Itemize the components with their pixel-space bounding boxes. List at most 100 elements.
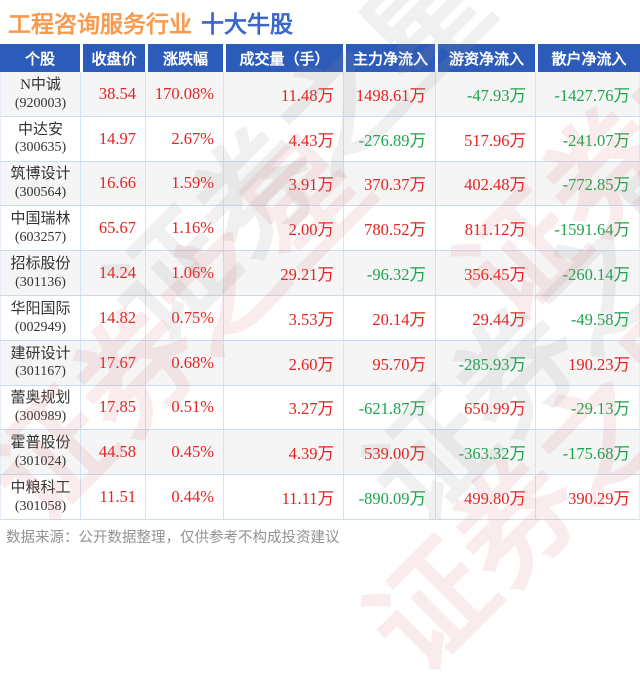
- volume-cell: 3.53万: [223, 295, 343, 341]
- main-netflow-cell: -621.87万: [343, 385, 435, 431]
- stock-cell: N中诚 (920003): [0, 72, 80, 117]
- stock-code: (603257): [14, 229, 67, 245]
- main-netflow-cell: -96.32万: [343, 251, 435, 296]
- retail-netflow-cell: 390.29万: [535, 475, 640, 520]
- table-row: 中达安 (300635) 14.97 2.67% 4.43万 -276.89万 517.96…: [0, 116, 640, 162]
- hotmoney-netflow-cell: 356.45万: [435, 251, 535, 296]
- hotmoney-netflow-cell: -47.93万: [435, 72, 535, 117]
- title-industry-name: 工程咨询服务行业: [8, 11, 192, 37]
- stock-code: (300989): [14, 409, 67, 425]
- hotmoney-netflow-cell: 517.96万: [435, 116, 535, 162]
- stock-cell: 招标股份 (301136): [0, 251, 80, 296]
- hotmoney-netflow-cell: -285.93万: [435, 340, 535, 386]
- stock-cell: 筑博设计 (300564): [0, 161, 80, 207]
- volume-cell: 3.91万: [223, 161, 343, 207]
- col-header-change-percent: 涨跌幅: [145, 44, 223, 72]
- stock-cell: 建研设计 (301167): [0, 340, 80, 386]
- hotmoney-netflow-cell: 499.80万: [435, 475, 535, 520]
- close-price-cell: 38.54: [80, 72, 145, 117]
- stock-name: 筑博设计: [10, 166, 71, 183]
- volume-cell: 11.48万: [223, 72, 343, 117]
- volume-cell: 4.43万: [223, 116, 343, 162]
- main-netflow-cell: -276.89万: [343, 116, 435, 162]
- volume-cell: 11.11万: [223, 475, 343, 520]
- stock-name: 中达安: [17, 121, 63, 138]
- stock-code: (301167): [15, 364, 66, 380]
- page-title: 工程咨询服务行业 十大牛股: [8, 5, 293, 39]
- change-percent-cell: 1.06%: [145, 251, 223, 296]
- close-price-cell: 16.66: [80, 161, 145, 207]
- change-percent-cell: 0.51%: [145, 385, 223, 431]
- stock-cell: 华阳国际 (002949): [0, 295, 80, 341]
- close-price-cell: 17.85: [80, 385, 145, 431]
- stock-name: 建研设计: [10, 345, 71, 362]
- close-price-cell: 14.82: [80, 295, 145, 341]
- volume-cell: 29.21万: [223, 251, 343, 296]
- volume-cell: 2.00万: [223, 206, 343, 252]
- top-stocks-table: 个股 收盘价 涨跌幅 成交量（手） 主力净流入 游资净流入 散户净流入 N中诚 (…: [0, 44, 640, 520]
- table-body: N中诚 (920003) 38.54 170.08% 11.48万 1498.61万 -47…: [0, 72, 640, 520]
- main-netflow-cell: 95.70万: [343, 340, 435, 386]
- retail-netflow-cell: -1427.76万: [535, 72, 640, 117]
- stock-name: 中国瑞林: [10, 211, 71, 228]
- change-percent-cell: 0.75%: [145, 295, 223, 341]
- retail-netflow-cell: -772.85万: [535, 161, 640, 207]
- table-row: 中国瑞林 (603257) 65.67 1.16% 2.00万 780.52万 811.12…: [0, 206, 640, 252]
- stock-name: 霍普股份: [10, 435, 71, 452]
- stock-code: (301058): [14, 498, 67, 514]
- volume-cell: 2.60万: [223, 340, 343, 386]
- change-percent-cell: 0.68%: [145, 340, 223, 386]
- stock-name: 中粮科工: [10, 479, 71, 496]
- stock-cell: 中国瑞林 (603257): [0, 206, 80, 252]
- table-row: 招标股份 (301136) 14.24 1.06% 29.21万 -96.32万 356.4…: [0, 251, 640, 296]
- close-price-cell: 65.67: [80, 206, 145, 252]
- table-row: 蕾奥规划 (300989) 17.85 0.51% 3.27万 -621.87万 650.9…: [0, 385, 640, 431]
- col-header-stock: 个股: [0, 44, 80, 72]
- stock-cell: 中粮科工 (301058): [0, 475, 80, 520]
- retail-netflow-cell: -29.13万: [535, 385, 640, 431]
- stock-code: (301024): [14, 453, 67, 469]
- close-price-cell: 14.97: [80, 116, 145, 162]
- stock-cell: 蕾奥规划 (300989): [0, 385, 80, 431]
- stock-name: 招标股份: [10, 255, 71, 272]
- retail-netflow-cell: -1591.64万: [535, 206, 640, 252]
- col-header-close-price: 收盘价: [80, 44, 145, 72]
- main-netflow-cell: 370.37万: [343, 161, 435, 207]
- main-netflow-cell: 539.00万: [343, 430, 435, 476]
- volume-cell: 3.27万: [223, 385, 343, 431]
- col-header-retail-netflow: 散户净流入: [535, 44, 640, 72]
- change-percent-cell: 170.08%: [145, 72, 223, 117]
- change-percent-cell: 1.59%: [145, 161, 223, 207]
- col-header-volume: 成交量（手）: [223, 44, 343, 72]
- retail-netflow-cell: -241.07万: [535, 116, 640, 162]
- hotmoney-netflow-cell: 402.48万: [435, 161, 535, 207]
- main-netflow-cell: 780.52万: [343, 206, 435, 252]
- stock-cell: 霍普股份 (301024): [0, 430, 80, 476]
- col-header-hotmoney-netflow: 游资净流入: [435, 44, 535, 72]
- stock-name: 华阳国际: [10, 300, 71, 317]
- close-price-cell: 17.67: [80, 340, 145, 386]
- change-percent-cell: 2.67%: [145, 116, 223, 162]
- stock-cell: 中达安 (300635): [0, 116, 80, 162]
- main-netflow-cell: 1498.61万: [343, 72, 435, 117]
- hotmoney-netflow-cell: 811.12万: [435, 206, 535, 252]
- stock-code: (300564): [14, 185, 67, 201]
- stock-code: (301136): [15, 274, 66, 290]
- hotmoney-netflow-cell: 29.44万: [435, 295, 535, 341]
- retail-netflow-cell: -49.58万: [535, 295, 640, 341]
- table-row: 建研设计 (301167) 17.67 0.68% 2.60万 95.70万 -285.93…: [0, 340, 640, 386]
- stock-code: (002949): [14, 319, 67, 335]
- close-price-cell: 11.51: [80, 475, 145, 520]
- table-row: 霍普股份 (301024) 44.58 0.45% 4.39万 539.00万 -363.3…: [0, 430, 640, 476]
- table-header-row: 个股 收盘价 涨跌幅 成交量（手） 主力净流入 游资净流入 散户净流入: [0, 44, 640, 72]
- retail-netflow-cell: 190.23万: [535, 340, 640, 386]
- main-netflow-cell: -890.09万: [343, 475, 435, 520]
- close-price-cell: 44.58: [80, 430, 145, 476]
- stock-code: (920003): [14, 95, 67, 111]
- stock-code: (300635): [14, 140, 67, 156]
- main-netflow-cell: 20.14万: [343, 295, 435, 341]
- table-row: N中诚 (920003) 38.54 170.08% 11.48万 1498.61万 -47…: [0, 72, 640, 117]
- change-percent-cell: 1.16%: [145, 206, 223, 252]
- close-price-cell: 14.24: [80, 251, 145, 296]
- retail-netflow-cell: -260.14万: [535, 251, 640, 296]
